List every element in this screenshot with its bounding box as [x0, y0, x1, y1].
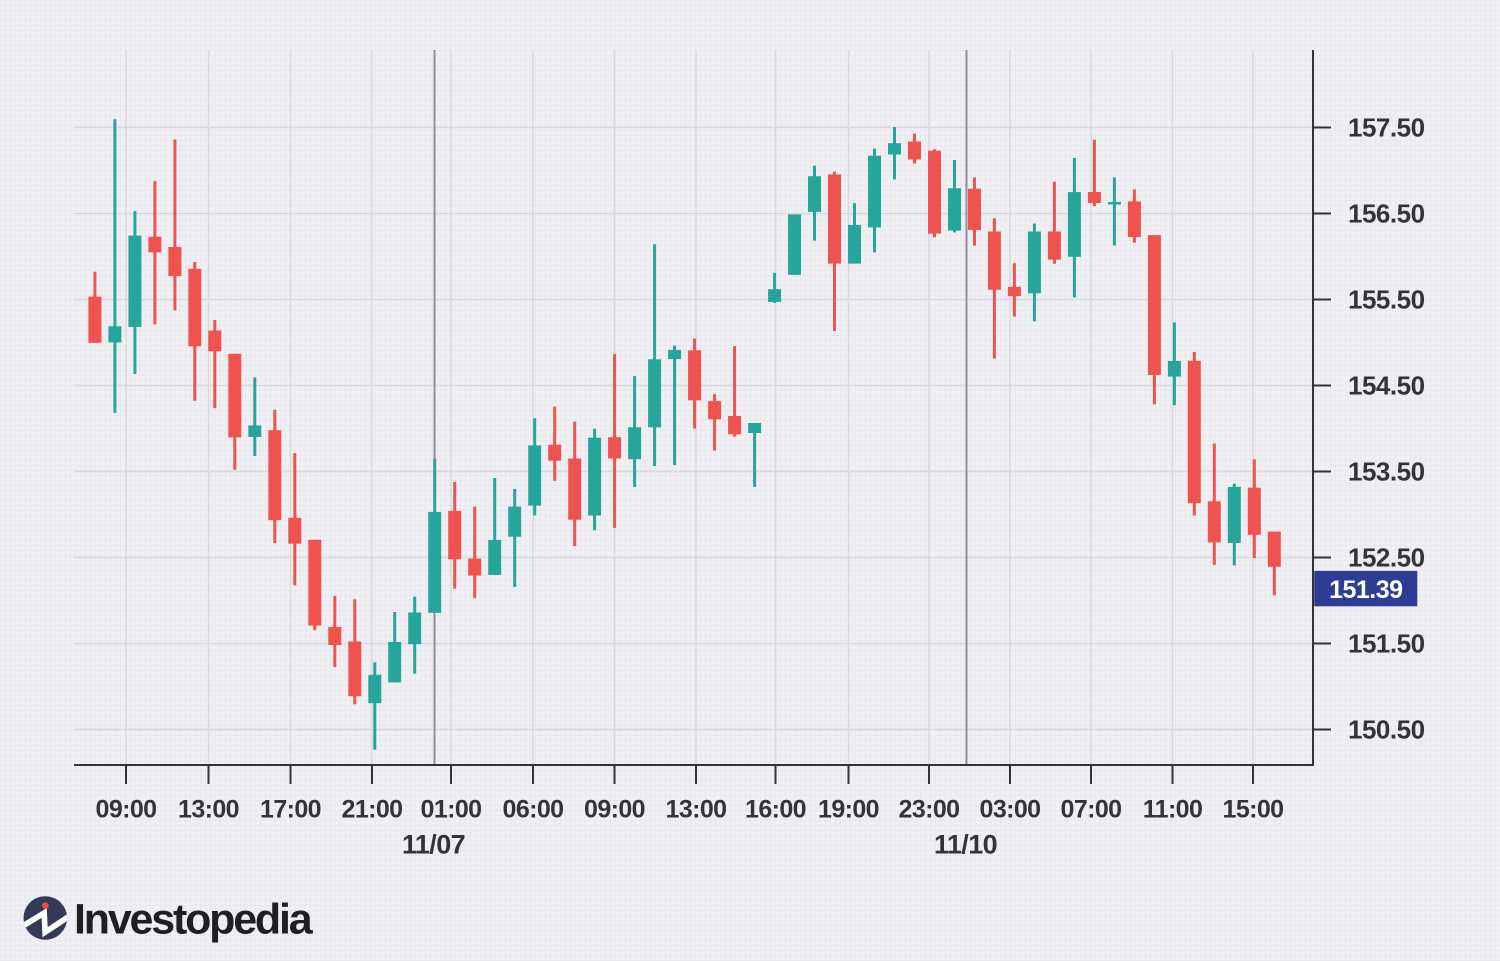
- svg-text:151.39: 151.39: [1329, 576, 1402, 604]
- svg-text:09:00: 09:00: [96, 796, 157, 824]
- svg-text:06:00: 06:00: [503, 796, 564, 824]
- svg-text:Investopedia: Investopedia: [74, 896, 314, 944]
- svg-text:151.50: 151.50: [1348, 629, 1425, 659]
- svg-text:156.50: 156.50: [1348, 199, 1425, 229]
- svg-text:11:00: 11:00: [1143, 796, 1203, 824]
- svg-text:09:00: 09:00: [584, 796, 645, 824]
- svg-text:21:00: 21:00: [342, 796, 403, 824]
- svg-text:154.50: 154.50: [1348, 371, 1425, 401]
- svg-text:03:00: 03:00: [980, 796, 1041, 824]
- svg-text:07:00: 07:00: [1061, 796, 1122, 824]
- svg-text:157.50: 157.50: [1348, 113, 1425, 143]
- svg-text:23:00: 23:00: [899, 796, 960, 824]
- svg-text:152.50: 152.50: [1348, 543, 1425, 573]
- svg-text:153.50: 153.50: [1348, 457, 1425, 487]
- svg-text:11/07: 11/07: [402, 830, 465, 860]
- svg-text:01:00: 01:00: [421, 796, 482, 824]
- svg-text:16:00: 16:00: [745, 796, 806, 824]
- svg-text:17:00: 17:00: [260, 796, 321, 824]
- svg-text:11/10: 11/10: [934, 830, 997, 860]
- svg-text:19:00: 19:00: [818, 796, 879, 824]
- svg-text:13:00: 13:00: [178, 796, 239, 824]
- svg-text:15:00: 15:00: [1223, 796, 1284, 824]
- svg-text:150.50: 150.50: [1348, 715, 1425, 745]
- svg-text:13:00: 13:00: [666, 796, 727, 824]
- svg-text:155.50: 155.50: [1348, 285, 1425, 315]
